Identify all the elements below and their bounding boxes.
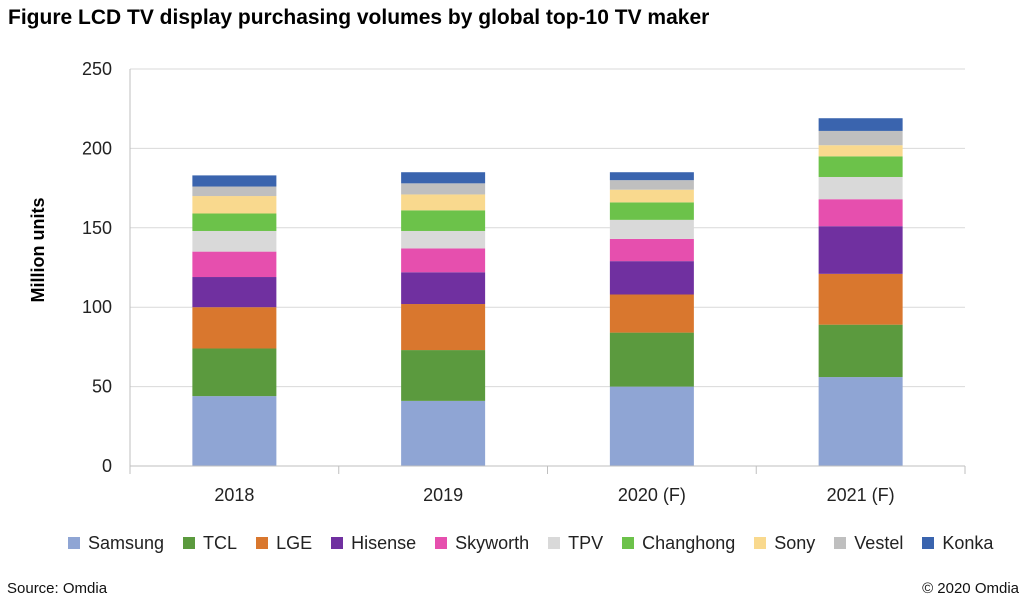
bar-segment-changhong [609,202,694,220]
legend-swatch [183,537,196,549]
legend-item: Samsung [68,533,164,554]
bar-segment-sony [401,194,486,211]
legend-item: TPV [548,533,603,554]
x-tick-label: 2019 [423,485,463,505]
bar-segment-konka [401,172,486,184]
bar-segment-changhong [818,156,903,177]
legend-swatch [68,537,80,549]
legend-label: Vestel [854,532,904,553]
legend-swatch [256,537,269,549]
legend-item: TCL [183,533,237,554]
bar-segment-vestel [818,130,903,146]
x-tick-label: 2018 [214,485,254,505]
legend-item: Sony [754,533,815,554]
legend-swatch [435,537,448,549]
bar-segment-changhong [192,213,277,231]
bar-segment-sony [818,145,903,157]
bar-segment-skyworth [818,199,903,227]
legend-label: TPV [568,532,604,553]
axes: 0 50 100 150 200 250 2018 2019 2020 (F) 2021 (F) [82,59,966,505]
bar-segment-changhong [401,210,486,231]
chart-title: Figure LCD TV display purchasing volumes… [8,6,710,29]
legend-label: TCL [203,532,238,553]
bar-segment-sony [192,196,277,214]
legend-swatch [922,537,935,549]
source-note: Source: Omdia [7,580,108,597]
legend-label: Samsung [88,532,165,553]
legend-swatch [548,537,561,549]
y-tick-label: 50 [92,377,112,397]
bar-segment-tpv [192,230,277,252]
legend-label: Konka [942,532,994,553]
bar-segment-lge [401,304,486,351]
bar-segment-hisense [192,277,277,308]
legend-swatch [622,537,635,549]
bar-segment-samsung [192,396,277,466]
legend: Samsung TCL LGE Hisense Skyworth TPV Changhong… [68,530,993,556]
bar-segment-vestel [192,186,277,197]
bar-segment-hisense [401,272,486,305]
bar-segment-tcl [192,348,277,397]
x-tick-label: 2020 (F) [618,485,686,505]
y-tick-label: 100 [82,297,112,317]
legend-label: Hisense [351,532,417,553]
bar-segment-skyworth [401,248,486,273]
bar-segment-sony [609,189,694,203]
bar-segment-lge [818,273,903,325]
bar-segment-tpv [818,176,903,200]
legend-label: LGE [276,532,313,553]
bar-segment-tcl [609,332,694,387]
bar-segment-vestel [401,183,486,195]
legend-swatch [754,537,767,549]
bar-segment-vestel [609,180,694,190]
bar-segment-tpv [609,219,694,239]
legend-swatch [834,537,847,549]
bar-segment-samsung [401,400,486,466]
bars [192,118,903,466]
legend-label: Changhong [642,532,736,553]
bar-segment-konka [192,175,277,187]
legend-label: Skyworth [455,532,530,553]
bar-segment-samsung [609,386,694,466]
legend-swatch [331,537,344,549]
x-tick-label: 2021 (F) [827,485,895,505]
legend-item: Skyworth [435,533,529,554]
legend-item: LGE [256,533,312,554]
bar-segment-hisense [609,261,694,295]
bar-segment-tpv [401,230,486,249]
bar-segment-samsung [818,377,903,466]
bar-segment-konka [818,118,903,131]
legend-label: Sony [774,532,816,553]
bar-segment-skyworth [609,238,694,262]
legend-item: Vestel [834,533,903,554]
y-tick-label: 250 [82,59,112,79]
y-axis-label: Million units [28,198,48,303]
legend-item: Changhong [622,533,735,554]
bar-segment-konka [609,172,694,181]
bar-segment-skyworth [192,251,277,278]
legend-item: Konka [922,533,993,554]
y-tick-label: 150 [82,218,112,238]
bar-segment-tcl [818,324,903,378]
legend-item: Hisense [331,533,416,554]
bar-segment-tcl [401,350,486,401]
y-tick-label: 0 [102,456,112,476]
bar-segment-hisense [818,226,903,274]
y-tick-label: 200 [82,138,112,158]
copyright-note: © 2020 Omdia [922,580,1019,597]
bar-segment-lge [192,307,277,349]
bar-segment-lge [609,294,694,333]
